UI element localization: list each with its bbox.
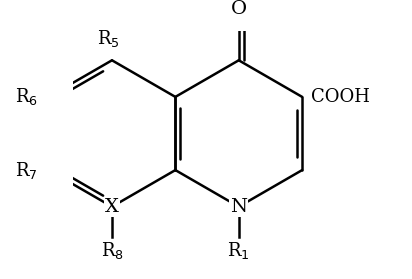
- Text: R$_7$: R$_7$: [15, 160, 37, 181]
- Text: R$_8$: R$_8$: [101, 240, 124, 261]
- Text: R$_6$: R$_6$: [15, 86, 37, 107]
- Text: O: O: [231, 0, 247, 18]
- Text: N: N: [230, 198, 247, 216]
- Text: R$_5$: R$_5$: [97, 28, 119, 49]
- Text: COOH: COOH: [311, 88, 370, 106]
- Text: R$_1$: R$_1$: [227, 240, 250, 261]
- Text: X: X: [105, 198, 119, 216]
